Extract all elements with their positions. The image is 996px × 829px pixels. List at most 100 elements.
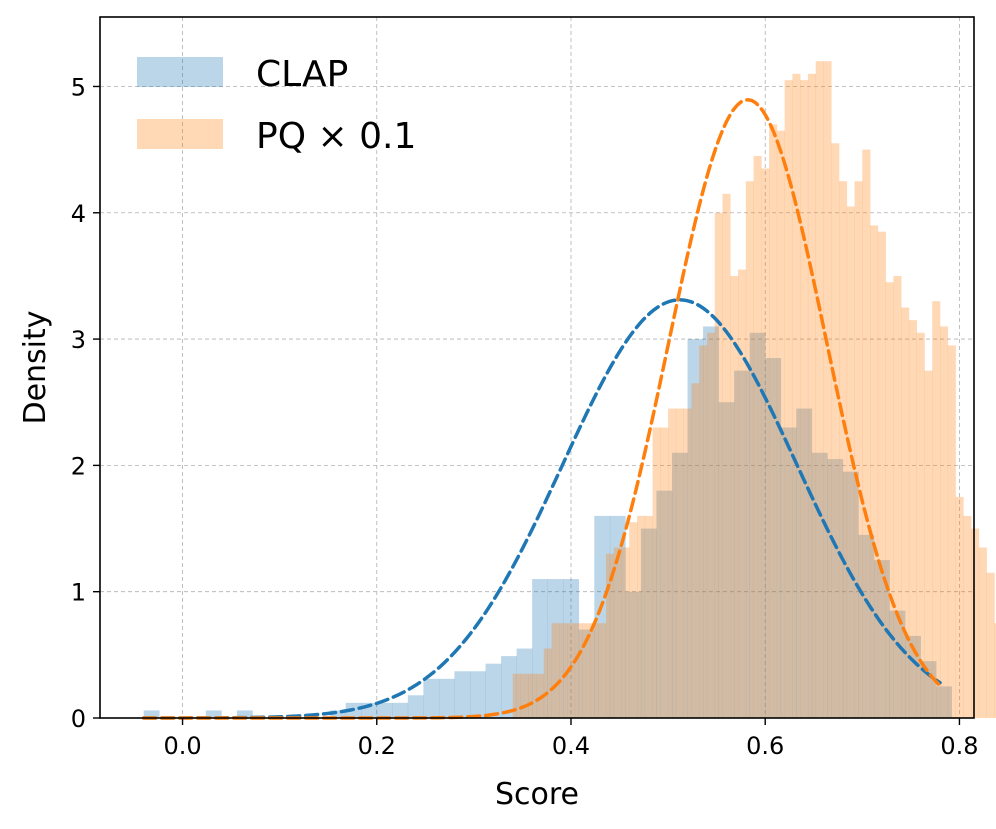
hist-bar-pq-22 — [683, 408, 692, 718]
hist-bar-clap-51 — [936, 686, 952, 718]
y-tick-label-1: 1 — [71, 579, 86, 607]
hist-bar-clap-32 — [640, 528, 657, 718]
hist-bar-pq-29 — [738, 269, 747, 718]
histogram-bars — [143, 61, 996, 719]
hist-bar-clap-20 — [454, 671, 471, 718]
legend-swatch-clap — [137, 57, 223, 87]
hist-bar-pq-59 — [971, 528, 980, 718]
hist-bar-pq-2 — [528, 673, 537, 718]
hist-bar-pq-9 — [582, 623, 591, 718]
hist-bar-pq-17 — [644, 515, 653, 718]
hist-bar-clap-42 — [796, 408, 813, 718]
hist-bar-clap-4 — [205, 710, 222, 718]
hist-bar-pq-10 — [590, 623, 599, 718]
hist-bar-pq-0 — [512, 673, 521, 718]
hist-bar-pq-16 — [637, 515, 646, 718]
hist-bar-pq-3 — [536, 673, 545, 718]
hist-bar-pq-54 — [932, 301, 941, 718]
hist-bar-clap-0 — [143, 710, 160, 718]
hist-bar-pq-20 — [668, 408, 677, 718]
hist-bar-pq-11 — [598, 623, 607, 718]
hist-bar-pq-56 — [947, 345, 956, 718]
hist-bar-clap-36 — [703, 326, 719, 718]
hist-bar-pq-21 — [675, 408, 684, 718]
x-tick-label-2: 0.4 — [552, 732, 590, 760]
hist-bar-pq-53 — [924, 370, 933, 718]
hist-bar-pq-39 — [815, 61, 824, 718]
hist-bar-pq-25 — [706, 332, 716, 718]
hist-bar-pq-51 — [908, 320, 918, 718]
hist-bar-pq-50 — [901, 307, 910, 718]
hist-bar-pq-8 — [574, 623, 583, 718]
hist-bar-pq-48 — [885, 282, 894, 718]
hist-bar-pq-43 — [846, 206, 855, 718]
hist-bar-pq-60 — [978, 547, 987, 718]
hist-bar-clap-44 — [827, 459, 844, 718]
hist-bar-pq-34 — [776, 130, 785, 719]
x-tick-label-1: 0.2 — [358, 732, 396, 760]
hist-bar-clap-15 — [376, 702, 393, 718]
hist-bar-pq-4 — [543, 648, 552, 718]
hist-bar-pq-32 — [761, 168, 770, 718]
hist-bar-clap-35 — [687, 339, 704, 718]
legend-swatch-pq — [137, 119, 223, 149]
x-axis-ticks: 0.0 0.2 0.4 0.6 0.8 — [163, 718, 979, 760]
hist-bar-clap-16 — [392, 702, 409, 718]
legend-label-clap: CLAP — [256, 54, 348, 95]
hist-bar-pq-46 — [870, 225, 879, 719]
hist-bar-pq-7 — [567, 623, 576, 718]
hist-bar-pq-5 — [551, 623, 560, 718]
hist-bar-clap-40 — [765, 358, 782, 718]
hist-bar-pq-40 — [823, 61, 832, 718]
hist-bar-clap-25 — [532, 579, 548, 718]
hist-bar-pq-44 — [854, 181, 863, 719]
hist-bar-clap-30 — [609, 515, 626, 718]
hist-bar-clap-31 — [625, 591, 642, 718]
hist-bar-pq-26 — [714, 212, 723, 718]
hist-bar-pq-38 — [807, 73, 817, 719]
hist-bar-pq-41 — [831, 143, 840, 719]
hist-bar-pq-52 — [916, 332, 925, 718]
hist-bar-pq-49 — [893, 275, 902, 718]
x-tick-label-3: 0.6 — [746, 732, 784, 760]
hist-bar-clap-47 — [873, 560, 890, 718]
legend-label-pq: PQ × 0.1 — [256, 116, 416, 157]
grid-lines — [100, 17, 974, 719]
hist-bar-pq-12 — [605, 553, 615, 718]
hist-bar-clap-33 — [656, 490, 673, 718]
hist-bar-clap-21 — [469, 671, 486, 718]
hist-bar-pq-18 — [652, 427, 661, 718]
hist-bar-clap-24 — [516, 648, 533, 718]
hist-bar-pq-36 — [792, 73, 801, 719]
hist-bar-pq-30 — [745, 181, 754, 719]
x-tick-label-4: 0.8 — [940, 732, 978, 760]
y-axis-ticks: 0 1 2 3 4 5 — [71, 73, 100, 733]
hist-bar-clap-6 — [236, 710, 253, 718]
hist-bar-pq-57 — [955, 496, 964, 718]
hist-bar-clap-39 — [749, 332, 766, 718]
hist-bar-clap-27 — [563, 579, 580, 718]
hist-bar-pq-19 — [660, 427, 669, 718]
y-tick-label-2: 2 — [71, 452, 86, 480]
hist-bar-pq-15 — [629, 522, 638, 718]
y-tick-label-5: 5 — [71, 73, 86, 101]
hist-bar-pq-62 — [994, 623, 996, 718]
hist-bar-pq-55 — [940, 326, 949, 718]
hist-bar-clap-28 — [578, 629, 595, 718]
hist-bar-clap-23 — [501, 656, 517, 718]
hist-bar-clap-22 — [485, 663, 502, 718]
hist-bar-pq-31 — [753, 155, 762, 718]
hist-bar-clap-46 — [858, 534, 875, 718]
hist-bar-pq-13 — [613, 547, 622, 718]
y-tick-label-3: 3 — [71, 326, 86, 354]
y-tick-label-4: 4 — [71, 200, 86, 228]
hist-bar-pq-6 — [559, 623, 568, 718]
hist-bar-clap-12 — [330, 710, 346, 718]
legend: CLAP PQ × 0.1 — [137, 54, 416, 157]
x-axis-title: Score — [495, 777, 579, 812]
hist-bar-pq-45 — [862, 149, 871, 718]
hist-bar-clap-38 — [734, 370, 750, 718]
hist-bar-pq-61 — [986, 572, 995, 718]
hist-bar-clap-41 — [780, 427, 797, 718]
